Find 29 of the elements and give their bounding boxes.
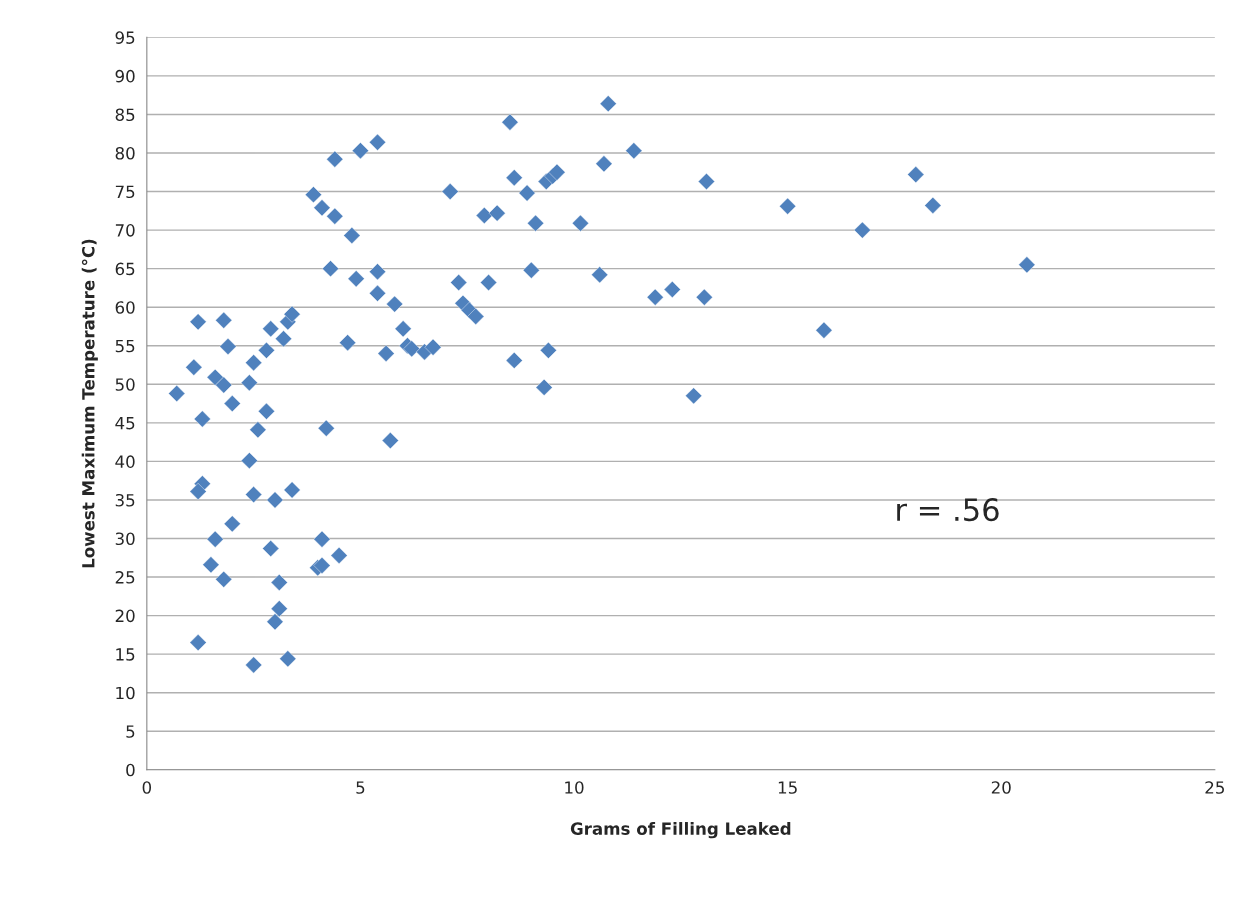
- y-tick-label: 85: [115, 108, 135, 122]
- y-tick-label: 45: [115, 417, 135, 430]
- x-tick-label: 10: [565, 781, 584, 794]
- x-tick-label: 25: [1205, 781, 1224, 794]
- y-tick-label: 35: [115, 493, 135, 507]
- y-tick-label: 90: [115, 69, 135, 83]
- y-tick-label: 55: [115, 339, 135, 353]
- y-tick-label: 60: [115, 301, 135, 314]
- y-tick-label: 30: [115, 532, 135, 546]
- y-tick-label: 75: [115, 185, 135, 199]
- y-axis-title: Lowest Maximum Temperature (°C): [81, 239, 98, 568]
- annotation: r = .56: [897, 498, 999, 522]
- x-tick-label: 20: [991, 781, 1011, 794]
- y-tick-label: 10: [116, 686, 135, 700]
- x-tick-label: 5: [356, 781, 365, 794]
- y-tick-label: 40: [115, 455, 135, 468]
- y-tick-label: 95: [115, 31, 135, 44]
- y-tick-label: 15: [116, 648, 135, 661]
- y-tick-label: 20: [115, 609, 135, 623]
- y-tick-label: 5: [126, 725, 135, 738]
- y-tick-label: 0: [126, 763, 135, 777]
- x-axis-title: Grams of Filling Leaked: [570, 822, 791, 839]
- x-tick-label: 0: [142, 781, 152, 794]
- y-tick-label: 25: [115, 571, 135, 584]
- y-tick-label: 70: [115, 224, 135, 237]
- y-tick-label: 65: [115, 262, 135, 276]
- x-tick-label: 15: [778, 781, 797, 794]
- y-tick-label: 80: [115, 146, 135, 160]
- y-tick-label: 50: [115, 378, 135, 391]
